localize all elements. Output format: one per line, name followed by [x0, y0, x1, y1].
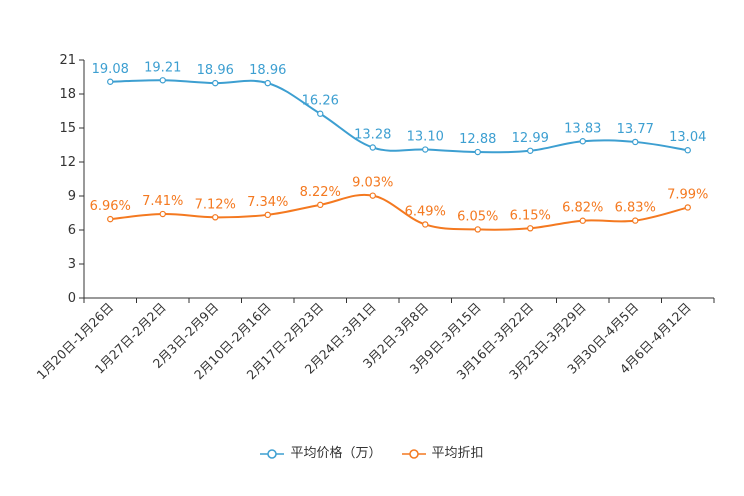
series-group: 19.08 19.21 18.96 18.96 16.26 13.28 13.10 12.88… [90, 60, 708, 233]
data-label-discount: 7.34% [247, 195, 288, 210]
data-point-price[interactable] [684, 147, 691, 154]
data-point-discount[interactable] [317, 201, 324, 209]
data-label-price: 18.96 [197, 63, 234, 78]
data-label-price: 16.26 [302, 94, 339, 109]
data-label-discount: 7.99% [667, 187, 708, 202]
data-point-price[interactable] [579, 138, 586, 145]
legend-price-label: 平均价格（万） [290, 446, 382, 461]
data-label-price: 13.04 [669, 130, 706, 145]
data-point-price[interactable] [264, 79, 271, 87]
data-label-discount: 6.15% [510, 208, 551, 223]
data-label-price: 13.83 [564, 121, 601, 136]
series-line-price [110, 79, 688, 154]
series-line-discount [110, 193, 688, 231]
data-label-discount: 7.12% [195, 197, 236, 212]
data-point-discount[interactable] [527, 225, 534, 232]
legend: 平均价格（万） 平均折扣 [0, 444, 744, 464]
legend-price-marker [260, 449, 285, 459]
data-point-price[interactable] [422, 146, 429, 153]
data-point-discount[interactable] [632, 217, 639, 224]
data-point-price[interactable] [527, 147, 534, 154]
data-point-price[interactable] [159, 77, 166, 84]
data-point-price[interactable] [632, 138, 639, 146]
data-point-discount[interactable] [159, 210, 166, 218]
data-point-discount[interactable] [684, 204, 691, 211]
data-label-discount: 6.96% [90, 199, 131, 214]
data-label-price: 12.88 [459, 132, 496, 147]
data-label-price: 19.08 [92, 62, 129, 77]
y-tick-label: 12 [59, 155, 76, 170]
data-label-discount: 7.41% [142, 194, 183, 209]
data-label-discount: 6.82% [562, 201, 603, 216]
data-point-discount[interactable] [107, 215, 114, 223]
data-point-discount[interactable] [264, 211, 271, 219]
data-point-discount[interactable] [369, 192, 376, 199]
axes: 0369121518211月20日-1月26日1月27日-2月2日2月3日-2月… [33, 53, 715, 382]
y-tick-label: 9 [68, 189, 76, 204]
data-point-price[interactable] [107, 78, 114, 85]
data-label-discount: 9.03% [352, 176, 393, 191]
data-label-price: 18.96 [249, 63, 286, 78]
data-label-discount: 6.49% [405, 204, 446, 219]
legend-discount-marker [401, 449, 426, 459]
data-label-price: 13.28 [354, 127, 391, 142]
data-label-price: 13.77 [617, 122, 654, 137]
data-point-discount[interactable] [474, 226, 481, 233]
y-tick-label: 0 [68, 291, 76, 306]
data-point-price[interactable] [369, 144, 376, 151]
legend-item-discount[interactable]: 平均折扣 [401, 444, 484, 464]
data-label-price: 19.21 [144, 60, 181, 75]
data-point-price[interactable] [317, 110, 324, 117]
data-label-price: 12.99 [512, 131, 549, 146]
legend-item-price[interactable]: 平均价格（万） [260, 444, 382, 464]
y-tick-label: 3 [68, 257, 76, 272]
data-point-price[interactable] [474, 148, 481, 156]
data-point-discount[interactable] [422, 221, 429, 228]
data-point-price[interactable] [212, 79, 219, 87]
data-label-discount: 6.05% [457, 209, 498, 224]
y-tick-label: 6 [68, 223, 76, 238]
y-tick-label: 18 [59, 87, 76, 102]
data-label-discount: 6.83% [615, 201, 656, 216]
data-point-discount[interactable] [212, 214, 219, 221]
data-label-price: 13.10 [407, 130, 444, 145]
y-tick-label: 21 [59, 53, 76, 68]
data-point-discount[interactable] [579, 217, 586, 224]
y-tick-label: 15 [59, 121, 76, 136]
data-label-discount: 8.22% [300, 185, 341, 200]
legend-discount-label: 平均折扣 [431, 446, 484, 461]
